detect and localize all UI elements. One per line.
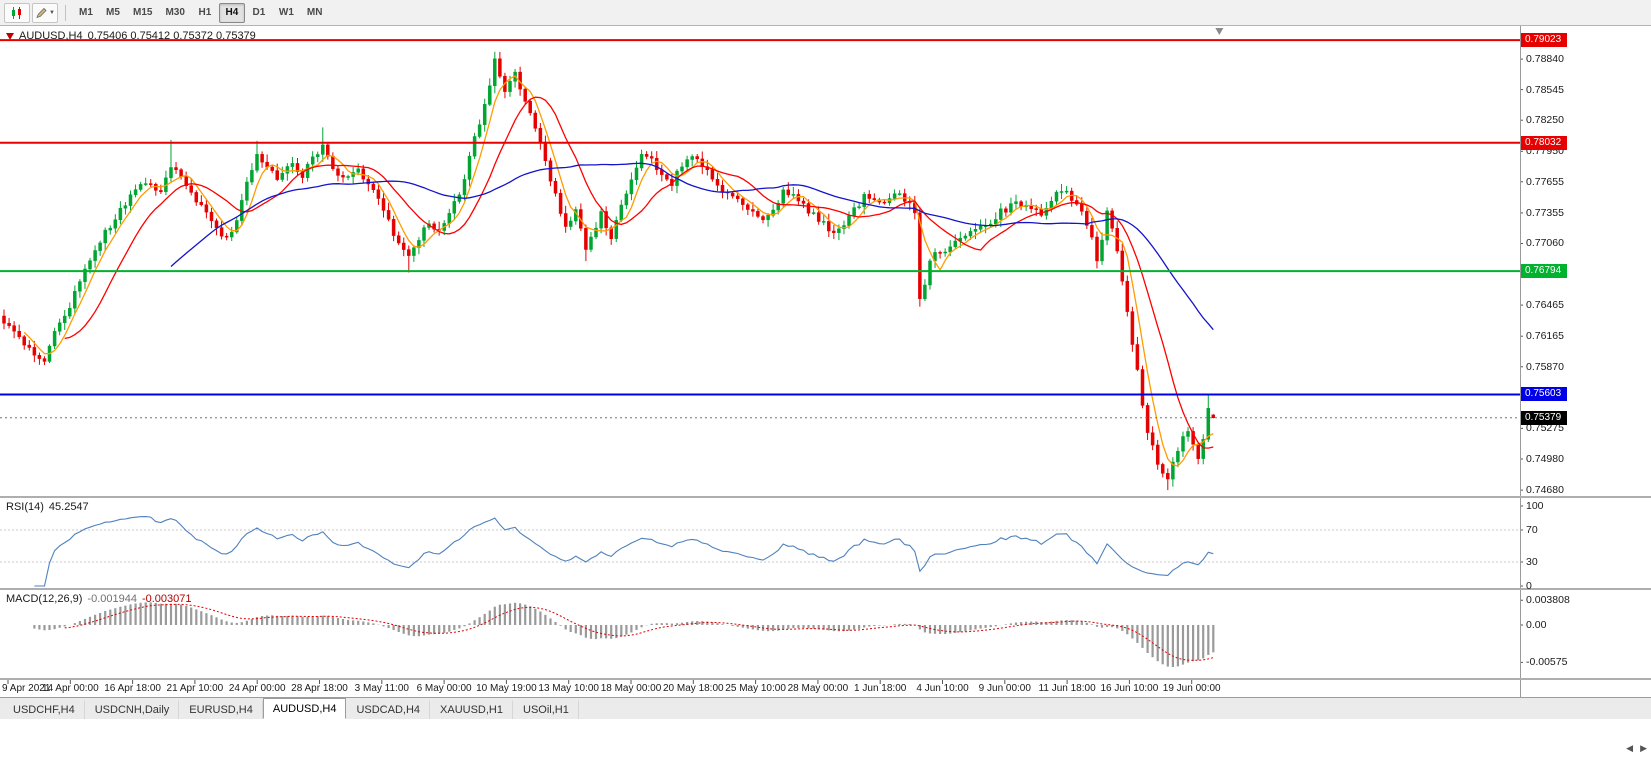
time-axis-label: 9 Apr 2021 xyxy=(2,683,51,694)
panel-splitter[interactable] xyxy=(0,588,1651,590)
tab-scroll-right-icon[interactable]: ▶ xyxy=(1640,743,1647,753)
candlestick-chart-icon xyxy=(12,6,21,19)
time-axis-label: 4 Jun 10:00 xyxy=(916,683,969,694)
price-axis-label: 0.74980 xyxy=(1526,453,1564,465)
macd-title: MACD(12,26,9) -0.001944 -0.003071 xyxy=(6,593,192,605)
chart-window-icon xyxy=(6,32,14,40)
tab-scroll-arrows: ◀ ▶ xyxy=(1626,743,1647,754)
price-axis-label: 0.78250 xyxy=(1526,114,1564,127)
price-line-label: 0.75603 xyxy=(1521,387,1567,402)
rsi-axis-label: 0 xyxy=(1526,580,1532,592)
price-axis-label: 0.78545 xyxy=(1526,83,1564,96)
time-axis-label: 9 Jun 00:00 xyxy=(978,683,1031,694)
time-axis-label: 16 Jun 10:00 xyxy=(1100,683,1159,694)
symbol-tab-audusd[interactable]: AUDUSD,H4 xyxy=(262,698,347,719)
timeframe-button-h4[interactable]: H4 xyxy=(218,2,245,23)
time-axis-label: 19 Jun 00:00 xyxy=(1162,683,1221,694)
rsi-axis-label: 70 xyxy=(1526,524,1538,536)
rsi-axis-label: 100 xyxy=(1526,500,1544,512)
draw-tools-button[interactable]: ▼ xyxy=(32,2,58,23)
symbol-tab-usoil[interactable]: USOil,H1 xyxy=(513,700,579,719)
price-axis-label: 0.76465 xyxy=(1526,299,1564,312)
time-axis-label: 25 May 10:00 xyxy=(725,683,786,694)
chart-title-symbol: AUDUSD,H4 xyxy=(19,30,83,42)
symbol-tab-usdchf[interactable]: USDCHF,H4 xyxy=(3,700,85,719)
price-axis-label: 0.74680 xyxy=(1526,484,1564,497)
chart-title: AUDUSD,H4 0.75406 0.75412 0.75372 0.7537… xyxy=(6,30,256,42)
chart-shift-marker xyxy=(1215,28,1224,35)
price-axis-label: 0.77655 xyxy=(1526,175,1564,188)
timeframe-button-m1[interactable]: M1 xyxy=(79,7,93,18)
macd-label: MACD(12,26,9) xyxy=(6,593,83,605)
symbol-tab-eurusd[interactable]: EURUSD,H4 xyxy=(179,700,263,719)
rsi-label: RSI(14) xyxy=(6,501,44,513)
timeframe-button-h1[interactable]: H1 xyxy=(198,7,212,18)
price-axis-label: 0.78840 xyxy=(1526,53,1564,66)
price-axis-label: 0.75870 xyxy=(1526,360,1564,373)
timeframe-button-d1[interactable]: D1 xyxy=(252,7,266,18)
timeframe-button-m30[interactable]: M30 xyxy=(165,7,185,18)
time-axis-label: 28 May 00:00 xyxy=(787,683,849,694)
macd-axis-label: -0.00575 xyxy=(1526,656,1568,669)
timeframe-button-w1[interactable]: W1 xyxy=(278,7,294,18)
time-axis[interactable]: 9 Apr 2021 14 Apr 00:00 16 Apr 18:00 21 Apr… xyxy=(0,680,1520,697)
time-axis-label: 6 May 00:00 xyxy=(416,683,472,694)
macd-axis-label: 0.00 xyxy=(1526,619,1547,631)
symbol-tab-usdcad[interactable]: USDCAD,H4 xyxy=(346,700,431,719)
timeframe-button-m5[interactable]: M5 xyxy=(106,7,120,18)
time-axis-label: 24 Apr 00:00 xyxy=(228,683,286,694)
macd-value-main: -0.001944 xyxy=(87,593,137,605)
time-axis-label: 11 Jun 18:00 xyxy=(1038,683,1096,694)
rsi-title: RSI(14) 45.2547 xyxy=(6,501,89,513)
price-axis-label: 0.76165 xyxy=(1526,330,1564,343)
time-axis-label: 21 Apr 10:00 xyxy=(166,683,224,694)
panel-splitter[interactable] xyxy=(0,496,1651,498)
rsi-value: 45.2547 xyxy=(48,501,89,513)
time-axis-label: 28 Apr 18:00 xyxy=(291,683,348,694)
time-axis-label: 16 Apr 18:00 xyxy=(104,683,161,694)
symbol-tab-bar: USDCHF,H4 USDCNH,Daily EURUSD,H4 AUDUSD,H4 U… xyxy=(0,697,1651,719)
price-line-label: 0.78032 xyxy=(1521,135,1567,150)
toolbar: ▼ M1 M5 M15 M30 H1 H4 D1 W1 MN xyxy=(0,0,1651,26)
time-axis-label: 13 May 10:00 xyxy=(538,683,599,694)
panel-splitter[interactable] xyxy=(0,678,1651,680)
time-axis-label: 14 Apr 00:00 xyxy=(41,683,99,694)
price-line-label: 0.76794 xyxy=(1521,264,1567,279)
time-axis-label: 1 Jun 18:00 xyxy=(854,683,907,694)
toolbar-separator xyxy=(65,4,66,21)
charts-toolbar-button[interactable] xyxy=(4,2,30,23)
time-axis-label: 20 May 18:00 xyxy=(662,683,724,694)
timeframe-toolbar: M1 M5 M15 M30 H1 H4 D1 W1 MN xyxy=(73,2,328,23)
price-axis-label: 0.77355 xyxy=(1526,206,1564,219)
price-axis-border xyxy=(1520,26,1521,697)
draw-pencil-icon xyxy=(36,7,47,19)
time-axis-label: 18 May 00:00 xyxy=(600,683,662,694)
macd-value-signal: -0.003071 xyxy=(141,593,192,605)
time-axis-label: 10 May 19:00 xyxy=(476,683,537,694)
price-line-label: 0.79023 xyxy=(1521,33,1567,48)
tab-scroll-left-icon[interactable]: ◀ xyxy=(1626,743,1634,753)
timeframe-button-mn[interactable]: MN xyxy=(306,7,323,18)
tab-strip: USDCHF,H4 USDCNH,Daily EURUSD,H4 AUDUSD,H4 U… xyxy=(3,698,579,719)
macd-axis-label: 0.003808 xyxy=(1526,594,1570,607)
current-price-label: 0.75379 xyxy=(1521,410,1567,425)
symbol-tab-usdcnh[interactable]: USDCNH,Daily xyxy=(85,700,180,719)
chart-title-quotes: 0.75406 0.75412 0.75372 0.75379 xyxy=(87,30,256,42)
chevron-down-icon: ▼ xyxy=(49,9,55,16)
price-axis-label: 0.75275 xyxy=(1526,422,1564,435)
symbol-tab-xauusd[interactable]: XAUUSD,H1 xyxy=(430,700,513,719)
rsi-axis-label: 30 xyxy=(1526,556,1538,568)
time-axis-label: 3 May 11:00 xyxy=(354,683,409,694)
timeframe-button-m15[interactable]: M15 xyxy=(133,7,153,18)
price-axis-label: 0.77060 xyxy=(1526,237,1564,250)
